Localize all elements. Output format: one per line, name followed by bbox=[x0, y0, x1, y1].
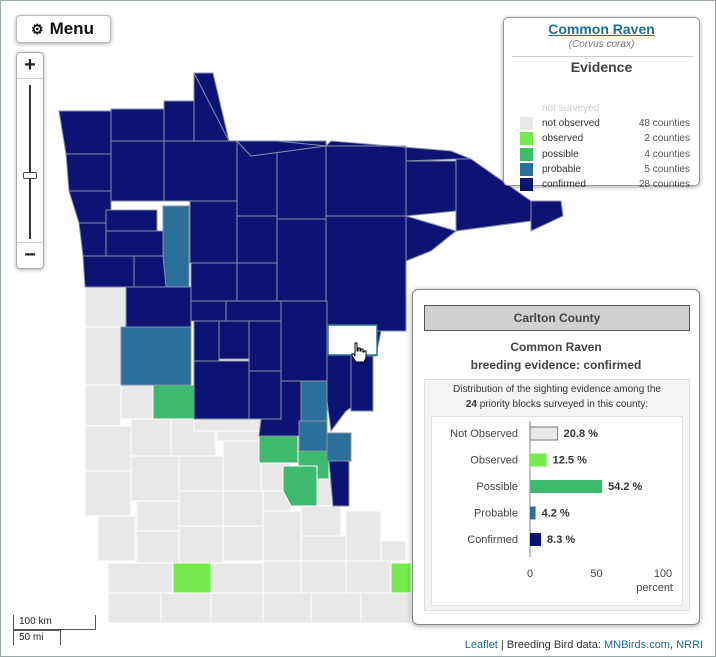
legend-swatch bbox=[520, 117, 533, 130]
legend-label: observed bbox=[542, 133, 584, 144]
scale-metric: 100 km bbox=[13, 615, 96, 630]
popup-county-name: Carlton County bbox=[424, 305, 690, 331]
evidence-bar-chart: Not Observed 20.8 % Observed 12.5 % Possible… bbox=[450, 421, 673, 594]
attribution-comma: , bbox=[669, 639, 677, 651]
county-carlton-selected[interactable] bbox=[327, 324, 378, 356]
attribution-text: | Breeding Bird data: bbox=[497, 639, 604, 651]
chart-bar bbox=[529, 426, 559, 441]
legend-label: probable bbox=[542, 164, 581, 175]
zoom-in-button[interactable]: + bbox=[17, 53, 43, 79]
evidence-chart: Not Observed 20.8 % Observed 12.5 % Possible… bbox=[431, 416, 683, 606]
leaflet-link[interactable]: Leaflet bbox=[464, 639, 498, 651]
hand-cursor-icon bbox=[351, 342, 367, 363]
legend-label: confirmed bbox=[542, 179, 586, 190]
popup-breeding-status: breeding evidence: confirmed bbox=[470, 358, 642, 372]
counties-probable[interactable] bbox=[120, 205, 352, 462]
zoom-slider-track[interactable] bbox=[29, 85, 31, 239]
zoom-out-button[interactable]: − bbox=[17, 242, 43, 268]
zoom-control: + − bbox=[16, 52, 44, 269]
legend-swatch bbox=[520, 163, 533, 176]
legend-item: not observed 48 counties bbox=[520, 117, 690, 131]
counties-observed[interactable] bbox=[172, 562, 412, 594]
county-popup: Carlton County Common Raven breeding evi… bbox=[412, 289, 700, 625]
chart-value-label: 54.2 % bbox=[608, 481, 642, 493]
legend-count: 5 counties bbox=[644, 164, 690, 175]
legend-swatch bbox=[520, 132, 533, 145]
chart-category-label: Not Observed bbox=[450, 428, 518, 440]
chart-value-label: 20.8 % bbox=[564, 428, 598, 440]
chart-x-tick: 100 bbox=[654, 568, 672, 580]
legend-item: probable 5 counties bbox=[520, 163, 690, 177]
counties-confirmed[interactable] bbox=[58, 72, 564, 507]
legend-swatch bbox=[520, 102, 533, 115]
chart-bar bbox=[530, 533, 542, 546]
legend-divider bbox=[512, 56, 693, 57]
menu-label: Menu bbox=[49, 19, 94, 38]
priority-block-count: 24 bbox=[465, 399, 477, 410]
popup-description-line1: Distribution of the sighting evidence am… bbox=[453, 384, 661, 395]
chart-x-tick: 50 bbox=[590, 568, 602, 580]
chart-value-label: 8.3 % bbox=[547, 534, 575, 546]
chart-category-label: Probable bbox=[474, 508, 518, 520]
legend-item: not surveyed bbox=[520, 102, 690, 116]
legend-count: 48 counties bbox=[638, 118, 690, 129]
popup-species: Common Raven bbox=[510, 340, 602, 354]
popup-description-line2: 24 priority blocks surveyed in this coun… bbox=[425, 399, 689, 410]
popup-description-line2-text: priority blocks surveyed in this county: bbox=[479, 399, 649, 410]
chart-category-label: Confirmed bbox=[467, 534, 518, 546]
chart-x-axis-label: percent bbox=[636, 582, 673, 594]
legend-count: 28 counties bbox=[638, 179, 690, 190]
legend-label: not observed bbox=[542, 118, 600, 129]
legend-swatch bbox=[520, 178, 533, 191]
scale-imperial: 50 mi bbox=[13, 630, 61, 645]
chart-value-label: 4.2 % bbox=[542, 508, 570, 520]
legend-item: observed 2 counties bbox=[520, 132, 690, 146]
mnbirds-link[interactable]: MNBirds.com bbox=[603, 639, 670, 651]
legend-label: not surveyed bbox=[542, 103, 600, 114]
chart-category-label: Observed bbox=[470, 455, 518, 467]
legend-label: possible bbox=[542, 149, 579, 160]
legend-count: 2 counties bbox=[644, 133, 690, 144]
legend-item: confirmed 28 counties bbox=[520, 178, 690, 192]
legend-panel: Common Raven (Corvus corax) Evidence not… bbox=[503, 17, 700, 191]
chart-bar bbox=[530, 506, 536, 520]
chart-bar bbox=[530, 453, 547, 467]
menu-button[interactable]: ⚙ Menu bbox=[16, 15, 111, 43]
legend-count: 4 counties bbox=[644, 149, 690, 160]
species-link[interactable]: Common Raven bbox=[548, 21, 655, 37]
chart-x-tick: 0 bbox=[527, 568, 533, 580]
chart-value-label: 12.5 % bbox=[553, 455, 587, 467]
popup-chart-panel: Distribution of the sighting evidence am… bbox=[424, 379, 690, 611]
nrri-link[interactable]: NRRI bbox=[676, 639, 703, 651]
attribution: Leaflet | Breeding Bird data: MNBirds.co… bbox=[461, 638, 706, 652]
legend-item: possible 4 counties bbox=[520, 148, 690, 162]
zoom-slider-handle[interactable] bbox=[23, 172, 37, 179]
chart-category-label: Possible bbox=[476, 481, 518, 493]
counties-not-observed[interactable] bbox=[84, 286, 412, 624]
legend-section-title: Evidence bbox=[570, 59, 633, 75]
chart-bar bbox=[530, 480, 603, 493]
legend-swatch bbox=[520, 148, 533, 161]
gear-icon: ⚙ bbox=[31, 20, 44, 37]
county-kittson-west bbox=[84, 286, 127, 328]
scientific-name: (Corvus corax) bbox=[568, 39, 635, 50]
